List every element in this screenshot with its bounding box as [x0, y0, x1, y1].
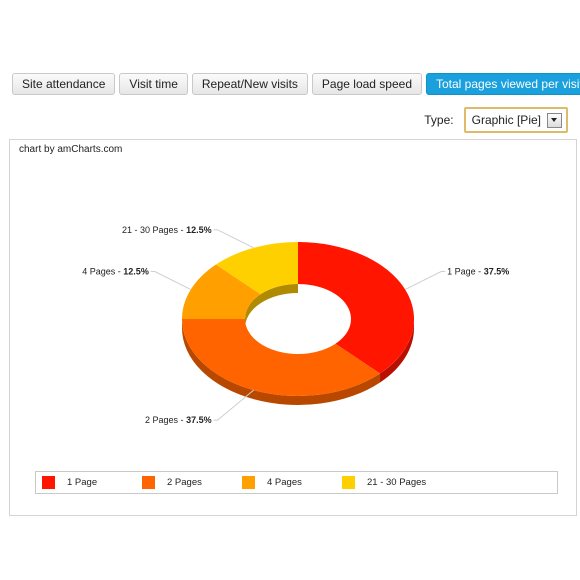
pie-label-name-0: 1 Page -	[447, 267, 484, 277]
type-selector-row: Type: Graphic [Pie]	[424, 107, 568, 133]
pie-chart: 1 Page - 37.5%2 Pages - 37.5%4 Pages - 1…	[82, 225, 509, 425]
legend-label-2: 4 Pages	[267, 477, 302, 488]
legend-item-1[interactable]: 2 Pages	[142, 476, 242, 489]
legend-label-1: 2 Pages	[167, 477, 202, 488]
chart-panel: chart by amCharts.com 1 Page - 37.5% 2 Pa…	[9, 139, 577, 516]
pie-label-value-0: 37.5%	[484, 267, 510, 277]
pie-label-line-3	[213, 229, 254, 249]
pie-label-value-1: 37.5%	[186, 415, 212, 425]
pie-side-1	[182, 319, 381, 405]
pie-label-name-2: 4 Pages -	[82, 267, 123, 277]
legend-item-2[interactable]: 4 Pages	[242, 476, 342, 489]
pie-label-value-2: 12.5%	[123, 267, 149, 277]
pie-label-name-3: 21 - 30 Pages -	[122, 225, 186, 235]
pie-label-line-2	[150, 271, 192, 290]
pie-label-value-3: 12.5%	[186, 225, 212, 235]
tab-bar: Site attendance Visit time Repeat/New vi…	[12, 73, 580, 95]
chart-credit: chart by amCharts.com	[19, 144, 123, 155]
pie-slice-0[interactable]	[298, 242, 414, 374]
pie-label-1: 2 Pages - 37.5%	[145, 415, 212, 425]
pie-label-line-0	[404, 271, 446, 290]
pie-side-0	[380, 319, 414, 383]
pie-slice-3[interactable]	[215, 242, 298, 295]
pie-label-line-1	[213, 389, 254, 421]
legend-swatch-2	[242, 476, 255, 489]
legend-item-0[interactable]: 1 Page	[42, 476, 142, 489]
tab-repeat-new-visits[interactable]: Repeat/New visits	[191, 73, 308, 95]
pie-slice-2[interactable]	[182, 264, 261, 319]
legend-swatch-3	[342, 476, 355, 489]
pie-hole-wall	[245, 284, 298, 328]
pie-label-0: 1 Page - 37.5%	[447, 267, 509, 277]
legend-label-3: 21 - 30 Pages	[367, 477, 427, 488]
pie-label-2: 4 Pages - 12.5%	[82, 267, 149, 277]
chart-legend: 1 Page 2 Pages 4 Pages 21 - 30 Pages	[35, 471, 558, 494]
type-label: Type:	[424, 113, 454, 127]
pie-slice-1[interactable]	[182, 319, 381, 396]
chart-type-select[interactable]: Graphic [Pie]	[463, 107, 568, 133]
legend-label-0: 1 Page	[67, 477, 98, 488]
chart-type-value: Graphic [Pie]	[471, 113, 541, 127]
legend-swatch-1	[142, 476, 155, 489]
pie-label-3: 21 - 30 Pages - 12.5%	[122, 225, 212, 235]
tab-page-load-speed[interactable]: Page load speed	[311, 73, 422, 95]
legend-item-3[interactable]: 21 - 30 Pages	[342, 476, 442, 489]
pie-label-name-1: 2 Pages -	[145, 415, 186, 425]
tab-visit-time[interactable]: Visit time	[119, 73, 188, 95]
tab-site-attendance[interactable]: Site attendance	[12, 73, 116, 95]
tab-total-pages-viewed[interactable]: Total pages viewed per visitor	[426, 73, 580, 95]
chevron-down-icon[interactable]	[547, 112, 562, 128]
legend-swatch-0	[42, 476, 55, 489]
